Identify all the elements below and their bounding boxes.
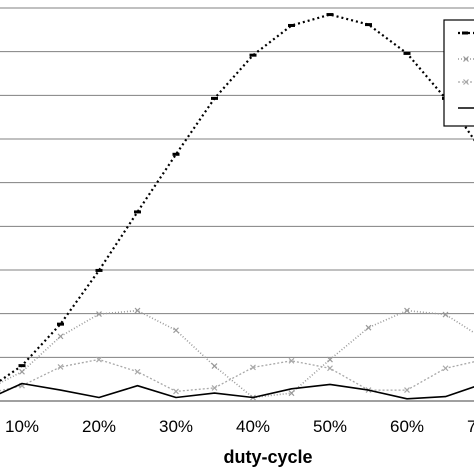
data-point xyxy=(327,356,333,363)
data-point xyxy=(288,390,295,397)
data-point xyxy=(288,357,295,364)
x-axis-title: duty-cycle xyxy=(223,447,312,467)
x-tick-label: 50% xyxy=(313,417,347,436)
data-point xyxy=(57,333,64,340)
data-point xyxy=(96,311,102,318)
data-point xyxy=(96,356,102,363)
data-point xyxy=(442,365,449,372)
data-point xyxy=(211,384,218,391)
data-point xyxy=(442,311,449,318)
series-4 xyxy=(0,382,474,400)
x-tick-labels: 10%20%30%40%50%60%70%80% xyxy=(5,417,474,436)
x-tick-label: 60% xyxy=(390,417,424,436)
data-point xyxy=(134,307,141,314)
series-layer xyxy=(0,13,474,401)
plot-area xyxy=(0,0,474,401)
data-point xyxy=(173,388,179,395)
series-2 xyxy=(0,307,474,401)
data-point xyxy=(211,363,218,369)
legend-box xyxy=(443,19,474,127)
data-point xyxy=(19,368,25,375)
x-tick-label: 40% xyxy=(236,417,270,436)
data-point xyxy=(365,324,372,331)
legend-items xyxy=(458,31,474,109)
data-point xyxy=(404,307,410,314)
x-tick-label: 70% xyxy=(467,417,474,436)
data-point xyxy=(134,368,141,375)
data-point xyxy=(173,327,179,334)
series-3 xyxy=(0,356,474,395)
gridlines xyxy=(0,7,474,358)
data-point xyxy=(57,364,64,370)
data-point xyxy=(327,365,333,372)
legend-marker xyxy=(463,79,469,85)
data-point xyxy=(250,364,256,371)
x-tick-label: 20% xyxy=(82,417,116,436)
data-point xyxy=(404,387,410,394)
legend-marker xyxy=(463,56,469,62)
series-line xyxy=(0,382,474,400)
series-line xyxy=(0,358,474,393)
x-tick-label: 10% xyxy=(5,417,39,436)
x-tick-label: 30% xyxy=(159,417,193,436)
legend xyxy=(443,19,474,127)
